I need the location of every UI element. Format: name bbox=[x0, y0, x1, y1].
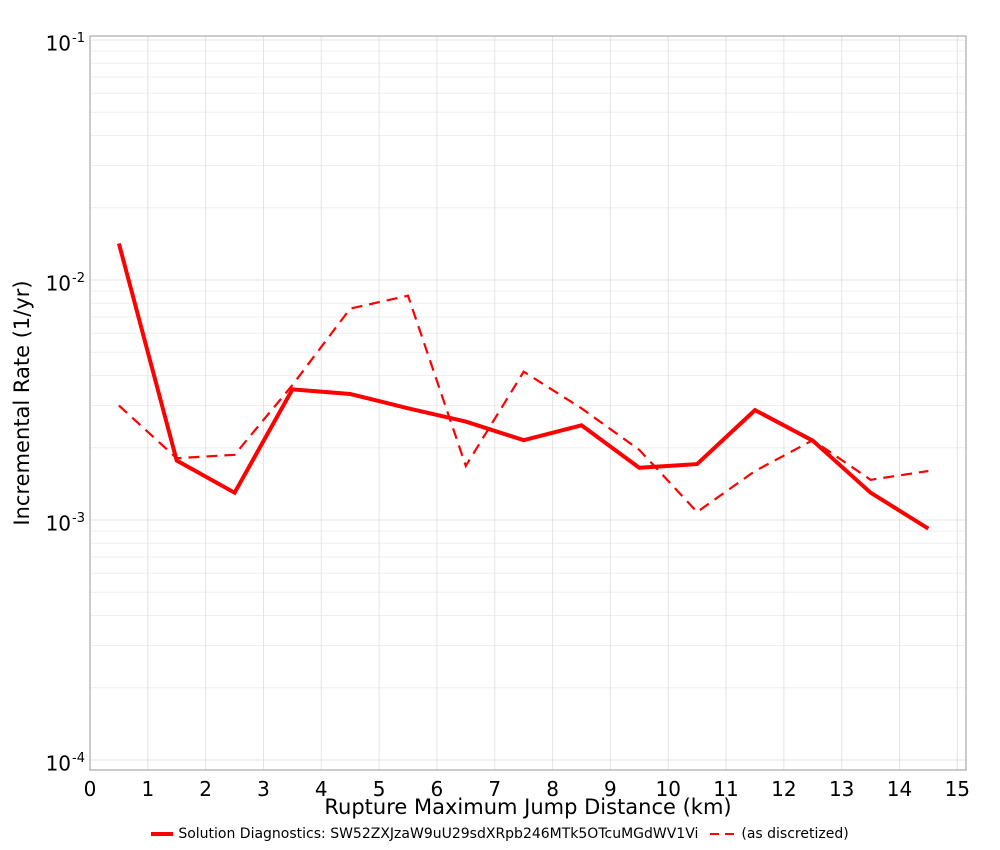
legend-label-solution-diagnostics: Solution Diagnostics: SW52ZXJzaW9uU29sdX… bbox=[178, 826, 699, 842]
dashed-series-line bbox=[118, 294, 929, 514]
x-tick-label: 10 bbox=[655, 777, 681, 801]
x-tick-label: 2 bbox=[199, 777, 212, 801]
x-tick-label: 1 bbox=[141, 777, 155, 801]
y-tick-label: 10-4 bbox=[45, 750, 85, 776]
legend-solid-line-swatch bbox=[151, 832, 174, 836]
x-tick-label: 13 bbox=[828, 777, 855, 801]
axes-frame bbox=[89, 35, 967, 771]
legend-label-as-discretized: (as discretized) bbox=[741, 826, 849, 842]
x-tick-label: 7 bbox=[488, 777, 502, 801]
x-tick-label: 9 bbox=[604, 777, 617, 801]
x-axis-label: Rupture Maximum Jump Distance (km) bbox=[324, 795, 732, 819]
x-tick-label: 0 bbox=[83, 777, 97, 801]
x-tick-label: 14 bbox=[886, 777, 913, 801]
x-tick-label: 12 bbox=[771, 777, 797, 801]
x-tick-label: 11 bbox=[713, 777, 739, 801]
x-tick-label: 8 bbox=[546, 777, 559, 801]
x-tick-label: 4 bbox=[314, 777, 328, 801]
x-tick-label: 6 bbox=[430, 777, 444, 801]
x-tick-label: 15 bbox=[944, 777, 971, 801]
y-tick-label: 10-3 bbox=[45, 510, 85, 536]
x-tick-label: 3 bbox=[257, 777, 270, 801]
legend: Solution Diagnostics: SW52ZXJzaW9uU29sdX… bbox=[0, 826, 1000, 842]
y-tick-label: 10-2 bbox=[45, 271, 85, 296]
y-tick-label: 10-1 bbox=[45, 31, 85, 56]
solid-series-line bbox=[116, 242, 930, 531]
y-axis-label: Incremental Rate (1/yr) bbox=[10, 280, 34, 526]
legend-dashed-line-swatch bbox=[710, 832, 737, 836]
x-tick-label: 5 bbox=[372, 777, 386, 801]
